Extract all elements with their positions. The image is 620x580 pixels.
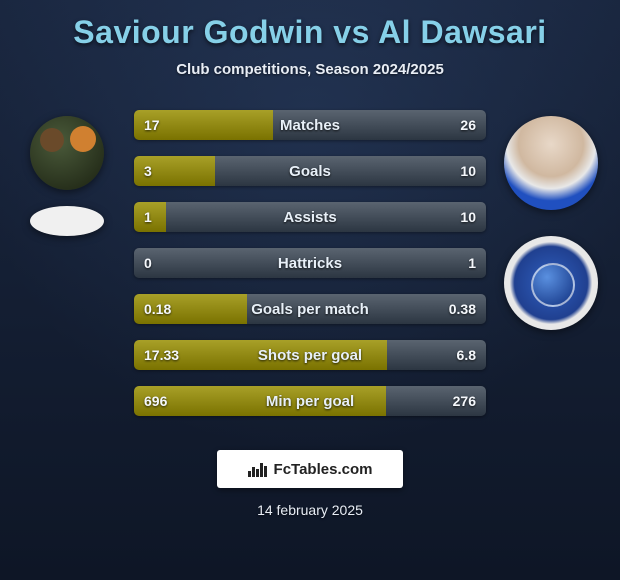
right-player-avatar bbox=[504, 116, 598, 210]
stat-row: 310Goals bbox=[134, 156, 486, 186]
content: Saviour Godwin vs Al Dawsari Club compet… bbox=[0, 14, 620, 518]
stat-row: 696276Min per goal bbox=[134, 386, 486, 416]
stat-value-right: 26 bbox=[450, 110, 486, 140]
stat-value-left: 696 bbox=[134, 386, 177, 416]
stat-bar-right bbox=[166, 202, 486, 232]
stat-row: 1726Matches bbox=[134, 110, 486, 140]
stat-row: 110Assists bbox=[134, 202, 486, 232]
stat-value-left: 0 bbox=[134, 248, 162, 278]
body-area: 1726Matches310Goals110Assists01Hattricks… bbox=[0, 98, 620, 438]
stat-value-right: 1 bbox=[458, 248, 486, 278]
footer-brand[interactable]: FcTables.com bbox=[217, 450, 403, 488]
stat-value-left: 3 bbox=[134, 156, 162, 186]
left-player-avatar bbox=[30, 116, 104, 190]
stat-value-left: 0.18 bbox=[134, 294, 181, 324]
date-text: 14 february 2025 bbox=[0, 502, 620, 518]
stat-value-right: 6.8 bbox=[447, 340, 486, 370]
stat-row: 17.336.8Shots per goal bbox=[134, 340, 486, 370]
stat-value-left: 17.33 bbox=[134, 340, 189, 370]
stat-value-right: 0.38 bbox=[439, 294, 486, 324]
stat-bar-right bbox=[134, 248, 486, 278]
stat-row: 0.180.38Goals per match bbox=[134, 294, 486, 324]
stat-value-left: 17 bbox=[134, 110, 170, 140]
brand-chart-icon bbox=[248, 461, 268, 477]
page-title: Saviour Godwin vs Al Dawsari bbox=[0, 14, 620, 51]
subtitle: Club competitions, Season 2024/2025 bbox=[0, 61, 620, 78]
stat-value-left: 1 bbox=[134, 202, 162, 232]
brand-text: FcTables.com bbox=[274, 461, 373, 478]
stat-value-right: 10 bbox=[450, 202, 486, 232]
left-club-logo bbox=[30, 206, 104, 236]
stat-value-right: 276 bbox=[443, 386, 486, 416]
comparison-card: Saviour Godwin vs Al Dawsari Club compet… bbox=[0, 0, 620, 580]
right-club-logo bbox=[504, 236, 598, 330]
stat-value-right: 10 bbox=[450, 156, 486, 186]
stat-bar-right bbox=[215, 156, 486, 186]
stat-row: 01Hattricks bbox=[134, 248, 486, 278]
stat-bars: 1726Matches310Goals110Assists01Hattricks… bbox=[134, 110, 486, 432]
